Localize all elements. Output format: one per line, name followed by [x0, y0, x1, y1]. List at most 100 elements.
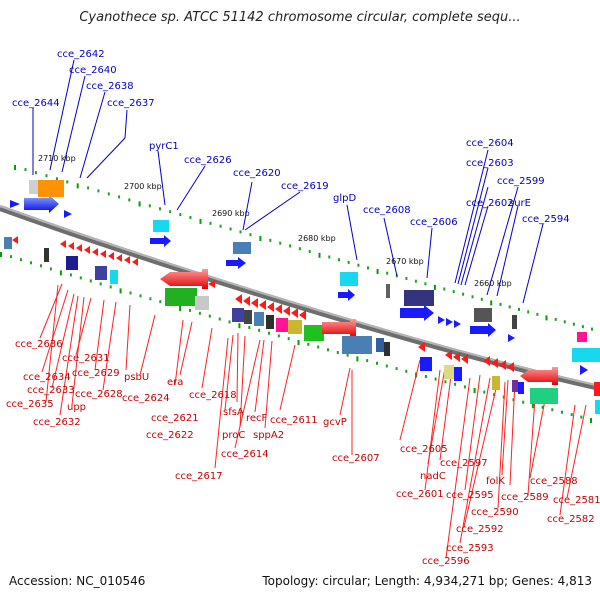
- scale-tick: [490, 300, 493, 306]
- scale-tick: [298, 247, 301, 251]
- scale-tick: [405, 369, 408, 373]
- scale-tick: [395, 367, 398, 371]
- gene-label: era: [167, 377, 183, 388]
- scale-tick: [228, 320, 231, 324]
- bottom-label-leaders: [39, 283, 587, 559]
- gene-label: cce_2620: [233, 168, 281, 179]
- scale-tick: [76, 183, 79, 189]
- gene-label: sfsA: [223, 407, 244, 418]
- scale-tick: [346, 353, 349, 357]
- gene-label: cce_2637: [107, 98, 155, 109]
- scale-tick: [424, 375, 427, 378]
- scale-tick: [279, 241, 282, 245]
- scale-tick: [376, 269, 379, 274]
- gene-label: cce_2631: [62, 353, 110, 364]
- gene-label: cce_2603: [466, 158, 514, 169]
- scale-tick: [376, 361, 378, 365]
- gene-label: cce_2582: [547, 514, 595, 525]
- scale-tick: [159, 300, 162, 304]
- scale-tick: [209, 221, 212, 225]
- gene-label: cce_2604: [466, 138, 514, 149]
- scale-tick: [518, 307, 520, 311]
- scale-tick: [367, 266, 369, 270]
- gene-label: cce_2638: [86, 81, 134, 92]
- gene-label: psbU: [124, 372, 149, 383]
- gene-label: cce_2634: [23, 372, 71, 383]
- scale-tick: [208, 314, 211, 318]
- scale-tick: [527, 310, 530, 314]
- scale-tick: [89, 279, 92, 283]
- topology-label: Topology: circular; Length: 4,934,271 bp…: [262, 574, 592, 588]
- gene-label: cce_2621: [151, 413, 199, 424]
- scale-tick: [268, 331, 270, 335]
- scale-tick: [581, 325, 584, 329]
- kbp-label: 2680 kbp: [298, 234, 336, 243]
- gene-label: cce_2594: [522, 214, 570, 225]
- scale-tick: [159, 207, 161, 211]
- scale-tick: [218, 317, 221, 321]
- scale-tick: [561, 410, 563, 414]
- scale-tick: [118, 195, 121, 199]
- gene-label: sppA2: [253, 430, 284, 441]
- top-gene-labels: cce_2642 cce_2640 cce_2638 cce_2644 cce_…: [12, 49, 570, 228]
- scale-tick: [554, 317, 557, 321]
- scale-tick: [109, 285, 112, 289]
- scale-tick: [493, 393, 496, 397]
- scale-tick: [357, 263, 360, 267]
- scale-tick: [128, 198, 131, 202]
- bottom-gene-labels: cce_2636 cce_2631 cce_2634 cce_2629 cce_…: [6, 339, 600, 567]
- kbp-label: 2670 kbp: [386, 257, 424, 266]
- bottom-gene-track[interactable]: [4, 236, 600, 414]
- scale-tick: [24, 168, 27, 172]
- gene-label: cce_2624: [122, 393, 170, 404]
- chromosome-backbone-highlight: [0, 205, 600, 387]
- scale-tick: [258, 328, 261, 332]
- scale-tick: [580, 415, 583, 419]
- gene-label: cce_2628: [75, 389, 123, 400]
- scale-tick: [219, 224, 222, 228]
- scale-tick: [289, 244, 292, 248]
- scale-tick: [20, 258, 22, 262]
- gene-label: glpD: [333, 193, 356, 204]
- scale-tick: [0, 252, 2, 257]
- chromosome-backbone: [0, 205, 600, 391]
- scale-tick: [414, 279, 417, 283]
- scale-tick: [169, 210, 172, 214]
- gene-label: cce_2597: [440, 458, 488, 469]
- scale-tick: [434, 377, 437, 381]
- gene-label: cce_2602: [466, 198, 514, 209]
- gene-label: cce_2589: [501, 492, 549, 503]
- scale-tick: [119, 288, 122, 294]
- scale-tick: [259, 236, 262, 241]
- top-gene-track[interactable]: [10, 180, 600, 375]
- kbp-label: 2660 kbp: [474, 279, 512, 288]
- scale-tick: [366, 359, 369, 363]
- scale-tick: [452, 290, 455, 294]
- scale-tick: [149, 297, 152, 301]
- scale-tick: [536, 312, 539, 316]
- scale-tick: [45, 174, 48, 178]
- gene-label: cce_2606: [410, 217, 458, 228]
- scale-tick: [138, 201, 141, 207]
- scale-tick: [531, 403, 534, 409]
- scale-tick: [297, 340, 300, 345]
- gene-label: cce_2605: [400, 444, 448, 455]
- scale-tick: [463, 385, 466, 389]
- scale-tick: [129, 291, 132, 295]
- gene-label: cce_2635: [6, 399, 54, 410]
- scale-tick: [541, 405, 544, 409]
- scale-tick: [347, 260, 350, 264]
- scale-tick: [336, 351, 339, 354]
- gene-label: gcvP: [323, 417, 347, 428]
- scale-tick: [551, 408, 554, 412]
- scale-tick: [79, 276, 82, 280]
- gene-label: cce_2592: [456, 524, 504, 535]
- scale-tick: [356, 356, 359, 362]
- scale-tick: [327, 348, 329, 352]
- gene-label: cce_2629: [72, 368, 120, 379]
- scale-tick: [148, 204, 151, 208]
- gene-label: cce_2599: [497, 176, 545, 187]
- gene-label: cce_2590: [471, 507, 519, 518]
- scale-tick: [424, 282, 427, 286]
